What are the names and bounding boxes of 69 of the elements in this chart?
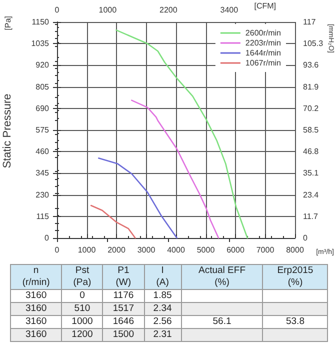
y2-tick-label: 0	[303, 234, 308, 242]
category-label: P1 (W)	[102, 264, 144, 290]
legend-label: 1644r/min	[245, 48, 282, 58]
text: 2.31	[153, 329, 172, 340]
y2-tick-label: 58.5	[303, 126, 320, 134]
text: 3160	[26, 290, 47, 301]
line-series	[90, 204, 136, 239]
y-tick-label: 1035	[31, 39, 50, 48]
y2-tick-label: 70.2	[303, 104, 320, 113]
text: 1200	[72, 329, 93, 340]
x-tick-label: 0	[54, 246, 60, 254]
y-tick-label: 345	[36, 168, 50, 178]
legend-label: 2600r/min	[245, 28, 282, 38]
text: 510	[74, 303, 90, 314]
line-series	[98, 158, 178, 239]
y-axis-title: [Pa]	[4, 16, 12, 30]
legend-label: 1067r/min	[245, 58, 282, 68]
y-tick-label: 460	[36, 147, 50, 156]
legend-label: 2203r/min	[245, 38, 282, 48]
text: 3160	[26, 329, 47, 340]
y-tick-label: 0	[44, 234, 50, 242]
y2-tick-label: 23.4	[303, 190, 320, 200]
y-tick-label: 115	[36, 212, 50, 221]
category-label: Pst (Pa)	[62, 264, 103, 290]
x-tick-label: 1000	[78, 246, 96, 254]
y-tick-label: 1150	[32, 18, 50, 26]
x-tick-label: 8000	[286, 246, 304, 254]
x2-tick-label: 2200	[160, 6, 178, 14]
text: 2.56	[153, 316, 172, 327]
x-tick-label: 2000	[108, 246, 126, 254]
y-tick-label: 920	[36, 60, 50, 70]
text: 0	[80, 290, 85, 301]
text: 56.1	[212, 316, 232, 327]
y2-tick-label: 46.8	[303, 147, 320, 156]
x2-tick-label: 3400	[220, 6, 239, 14]
y2-tick-label: 105.3	[303, 39, 324, 48]
y2-tick-label: 81.9	[303, 82, 320, 92]
y2-tick-label: 11.7	[303, 212, 319, 221]
y2-tick-label: 35.1	[303, 168, 320, 178]
x-tick-label: 6000	[226, 246, 245, 254]
y-tick-label: 575	[36, 126, 50, 134]
y2-tick-label: 117	[303, 18, 316, 26]
y2-tick-label: 93.6	[303, 60, 320, 70]
text: 1646	[112, 316, 134, 327]
category-label: Actual EFF (%)	[181, 264, 263, 290]
text: 53.8	[286, 316, 304, 327]
text: 1.85	[153, 290, 172, 301]
text: 2.34	[153, 303, 172, 314]
x2-axis-title: [CFM]	[254, 2, 276, 10]
text: 3160	[26, 303, 47, 314]
category-label: I (A)	[144, 264, 182, 290]
line-series	[131, 100, 220, 239]
x-tick-label: 4000	[167, 246, 186, 254]
category-label: n (r/min)	[10, 264, 62, 290]
text: Static Pressure	[2, 94, 14, 168]
x-tick-label: 5000	[196, 246, 216, 254]
category-label: Erp2015 (%)	[262, 264, 328, 290]
text: 1517	[112, 303, 134, 314]
y-tick-label: 690	[36, 104, 50, 113]
x-tick-label: 7000	[256, 246, 275, 254]
text: 1500	[112, 329, 134, 340]
x2-tick-label: 0	[54, 6, 60, 14]
y-tick-label: 230	[36, 190, 50, 200]
x-tick-label: 3000	[137, 246, 156, 254]
text: 1176	[113, 290, 134, 301]
text: 1000	[72, 316, 93, 327]
y-tick-label: 805	[36, 82, 50, 92]
x2-tick-label: 1000	[98, 6, 118, 14]
text: 3160	[26, 316, 47, 327]
